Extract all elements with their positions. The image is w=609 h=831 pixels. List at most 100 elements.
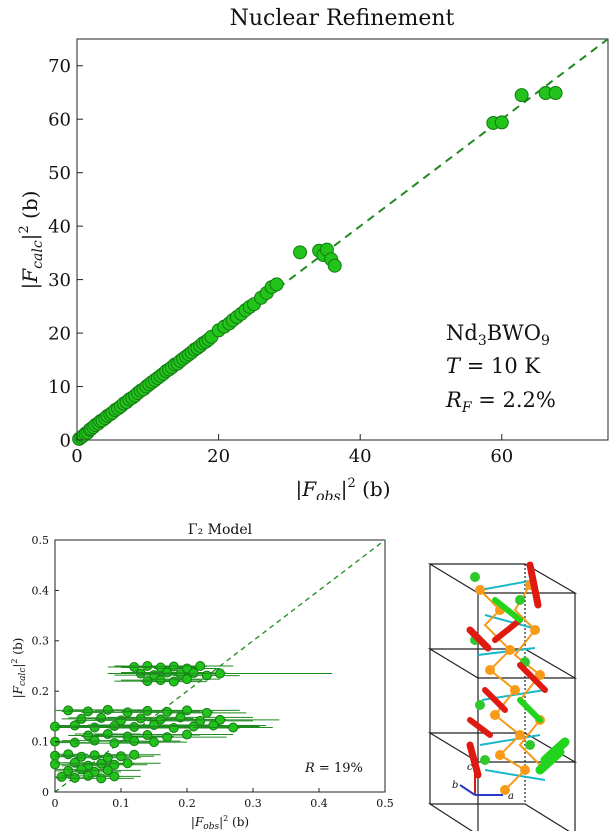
data-point — [69, 757, 80, 768]
data-point — [89, 750, 100, 761]
data-point — [129, 662, 140, 673]
data-point — [162, 706, 173, 717]
data-point — [109, 771, 120, 782]
x-tick-label: 0.3 — [244, 797, 262, 810]
data-point — [69, 720, 80, 731]
svg-text:|Fcalc|2 (b): |Fcalc|2 (b) — [10, 638, 28, 699]
data-point — [208, 720, 219, 731]
data-point — [89, 735, 100, 746]
y-tick-labels: 0 10 20 30 40 50 60 70 — [48, 56, 83, 451]
data-point — [116, 751, 126, 762]
data-point — [162, 667, 173, 678]
data-point — [129, 749, 140, 760]
data-point — [63, 749, 74, 760]
x-tick-label: 60 — [490, 446, 513, 467]
y-tick-label: 20 — [48, 323, 71, 344]
data-point — [182, 705, 192, 716]
data-point — [63, 765, 74, 776]
data-point — [195, 661, 206, 671]
data-point — [83, 706, 93, 717]
svg-text:|Fobs|2 (b): |Fobs|2 (b) — [295, 476, 390, 500]
plot2-frame — [54, 539, 386, 793]
data-point — [182, 729, 192, 740]
data-point — [201, 707, 212, 718]
data-point — [50, 736, 60, 747]
data-point — [188, 668, 199, 679]
axis-label-c: c — [467, 762, 473, 773]
x-tick-label: 0.4 — [310, 797, 328, 810]
data-point — [89, 722, 100, 733]
data-point — [135, 668, 146, 679]
data-point — [69, 737, 80, 748]
moment-arrows — [466, 561, 570, 779]
y-tick-label: 0.4 — [32, 584, 50, 597]
data-point — [168, 676, 179, 687]
y-tick-label: 30 — [48, 270, 71, 291]
chart2-title: Γ₂ Model — [188, 522, 253, 538]
nuclear-refinement-chart: Nuclear Refinement 0 10 20 30 40 50 60 70 0 20 40… — [17, 6, 609, 500]
x-tick-labels: 0 20 40 60 — [71, 434, 513, 467]
x-tick-label: 20 — [207, 446, 230, 467]
y-tick-label: 40 — [48, 216, 71, 237]
data-point — [188, 721, 199, 732]
y-axis-label: |Fcalc|2 (b) — [17, 191, 46, 290]
x-tick-label: 40 — [349, 446, 372, 467]
data-point — [109, 759, 120, 770]
y-tick-label: 0.3 — [32, 635, 50, 648]
data-point — [149, 719, 159, 730]
data-point — [168, 722, 179, 733]
data-point — [293, 245, 308, 260]
bonds-orange — [479, 584, 542, 791]
data-point — [269, 277, 284, 292]
y-axis-label-2: |Fcalc|2 (b) — [10, 638, 28, 699]
data-point — [50, 721, 60, 732]
data-point — [162, 732, 173, 743]
data-point — [149, 737, 159, 748]
data-point — [102, 765, 113, 776]
data-point — [135, 713, 146, 724]
data-point — [102, 704, 113, 715]
y-tick-label: 10 — [48, 377, 71, 398]
data-point — [155, 675, 166, 686]
data-point — [142, 676, 153, 687]
data-point — [129, 721, 140, 732]
annotation-box: Nd3BWO9 T = 10 K RF = 2.2% — [445, 321, 556, 416]
y-tick-label: 0.1 — [32, 735, 50, 748]
svg-text:|Fcalc|2 (b): |Fcalc|2 (b) — [17, 191, 46, 290]
y-tick-label: 70 — [48, 56, 71, 77]
data-point — [102, 752, 113, 763]
data-point — [215, 668, 225, 679]
unit-cell-frame — [427, 563, 578, 831]
data-point — [155, 662, 166, 673]
y-tick-label: 0.5 — [32, 534, 50, 547]
y-tick-labels-2: 0 0.1 0.2 0.3 0.4 0.5 — [32, 534, 59, 799]
data-point — [228, 722, 239, 733]
data-point — [96, 758, 107, 769]
axis-label-b: b — [452, 780, 458, 791]
axis-label-a: a — [508, 791, 514, 802]
data-point — [63, 705, 74, 716]
x-tick-label: 0.5 — [376, 797, 394, 810]
data-point — [182, 674, 192, 685]
data-point — [155, 714, 166, 725]
x-axis-label-2: |Fobs|2 (b) — [191, 814, 249, 831]
data-point — [76, 713, 87, 724]
data-point — [129, 736, 140, 747]
data-point — [175, 669, 186, 680]
data-point — [168, 661, 179, 672]
data-point — [122, 731, 133, 742]
atoms — [470, 572, 545, 795]
data-point — [89, 766, 100, 777]
x-tick-label: 0.2 — [178, 797, 196, 810]
data-point — [102, 729, 113, 740]
data-points-2 — [50, 661, 333, 784]
data-point — [494, 115, 509, 130]
crystal-axes: b c a — [452, 762, 514, 802]
chart-title: Nuclear Refinement — [230, 6, 455, 31]
data-point — [182, 663, 192, 674]
y-tick-label: 0 — [60, 430, 71, 451]
x-tick-label: 0 — [52, 797, 59, 810]
x-axis-label: |Fobs|2 (b) — [295, 476, 390, 500]
x-tick-labels-2: 0 0.1 0.2 0.3 0.4 0.5 — [52, 788, 394, 810]
data-point — [122, 758, 133, 769]
